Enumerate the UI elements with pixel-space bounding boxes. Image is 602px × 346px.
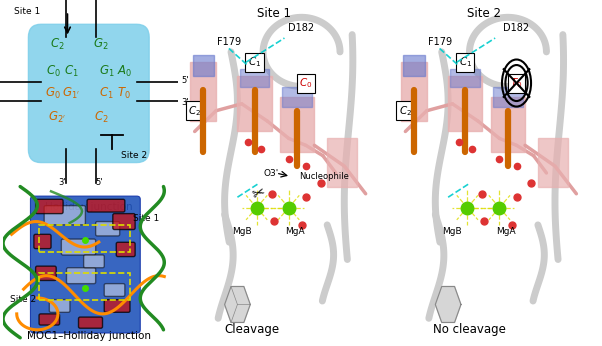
Polygon shape <box>538 138 568 187</box>
Text: $G_0$: $G_0$ <box>45 86 61 101</box>
Text: 3': 3' <box>181 98 189 107</box>
Text: $G_{2'}$: $G_{2'}$ <box>48 110 66 125</box>
Text: $C_1$: $C_1$ <box>64 63 78 79</box>
Polygon shape <box>193 55 214 76</box>
Text: MgB: MgB <box>232 227 252 236</box>
FancyBboxPatch shape <box>87 199 125 212</box>
FancyBboxPatch shape <box>61 239 96 255</box>
Text: F179: F179 <box>427 37 452 46</box>
Text: Holliday junction: Holliday junction <box>45 202 132 212</box>
Bar <box>39 225 130 252</box>
Polygon shape <box>491 97 525 152</box>
Text: 3': 3' <box>58 178 66 187</box>
Text: $G_1$: $G_1$ <box>99 63 114 79</box>
Polygon shape <box>450 69 480 86</box>
Text: D182: D182 <box>288 23 315 33</box>
FancyBboxPatch shape <box>36 199 63 213</box>
Text: $C_1$: $C_1$ <box>248 55 261 69</box>
Polygon shape <box>225 286 250 322</box>
Text: MgA: MgA <box>496 227 516 236</box>
Text: Site 2: Site 2 <box>468 7 501 20</box>
Polygon shape <box>237 76 272 131</box>
FancyBboxPatch shape <box>78 317 102 328</box>
Text: ✂: ✂ <box>250 184 267 203</box>
Text: $C_2$: $C_2$ <box>188 104 201 118</box>
Polygon shape <box>327 138 357 187</box>
FancyBboxPatch shape <box>84 255 104 268</box>
Text: Site 2: Site 2 <box>10 295 36 304</box>
Text: No cleavage: No cleavage <box>433 322 506 336</box>
Text: Site 1: Site 1 <box>134 214 160 223</box>
Text: $C_1$: $C_1$ <box>459 55 472 69</box>
FancyBboxPatch shape <box>113 213 135 229</box>
Polygon shape <box>280 97 314 152</box>
Text: MgB: MgB <box>442 227 462 236</box>
Text: $C_0$: $C_0$ <box>46 63 61 79</box>
Text: $C_2$: $C_2$ <box>94 110 108 125</box>
Bar <box>39 273 130 300</box>
FancyBboxPatch shape <box>36 266 56 281</box>
Polygon shape <box>240 69 270 86</box>
Polygon shape <box>190 62 216 121</box>
Text: D182: D182 <box>503 23 530 33</box>
Text: $C_0$: $C_0$ <box>299 76 312 90</box>
Polygon shape <box>282 86 312 107</box>
FancyBboxPatch shape <box>104 284 125 297</box>
Text: MOC1–Holliday junction: MOC1–Holliday junction <box>27 331 150 341</box>
Text: $T_0$: $T_0$ <box>117 86 131 101</box>
Text: Site 1: Site 1 <box>14 7 40 16</box>
Text: F179: F179 <box>217 37 241 46</box>
FancyBboxPatch shape <box>34 234 51 249</box>
Text: 5': 5' <box>96 178 103 187</box>
Text: $G_2$: $G_2$ <box>93 37 109 52</box>
Text: Site 2: Site 2 <box>121 151 147 160</box>
FancyBboxPatch shape <box>66 268 96 284</box>
FancyBboxPatch shape <box>96 221 120 236</box>
Polygon shape <box>401 62 427 121</box>
Text: MgA: MgA <box>285 227 305 236</box>
Text: O3': O3' <box>264 169 279 177</box>
Text: Cleavage: Cleavage <box>225 322 280 336</box>
Polygon shape <box>435 286 461 322</box>
FancyBboxPatch shape <box>39 314 60 325</box>
FancyBboxPatch shape <box>116 242 135 257</box>
Text: $G_{1'}$: $G_{1'}$ <box>62 86 80 101</box>
FancyBboxPatch shape <box>31 196 140 333</box>
Text: Nucleophile: Nucleophile <box>299 172 349 181</box>
Polygon shape <box>493 86 523 107</box>
FancyBboxPatch shape <box>28 24 149 163</box>
Text: $A_0$: $A_0$ <box>117 63 132 79</box>
Text: $C_2$: $C_2$ <box>399 104 412 118</box>
FancyBboxPatch shape <box>44 206 85 225</box>
Text: Site 1: Site 1 <box>257 7 291 20</box>
Polygon shape <box>403 55 424 76</box>
Text: $T_0$: $T_0$ <box>510 76 523 90</box>
Text: $C_1$: $C_1$ <box>99 86 114 101</box>
FancyBboxPatch shape <box>104 300 130 312</box>
Polygon shape <box>448 76 482 131</box>
Text: $C_2$: $C_2$ <box>49 37 64 52</box>
FancyBboxPatch shape <box>49 300 70 312</box>
Text: 5': 5' <box>181 76 188 85</box>
